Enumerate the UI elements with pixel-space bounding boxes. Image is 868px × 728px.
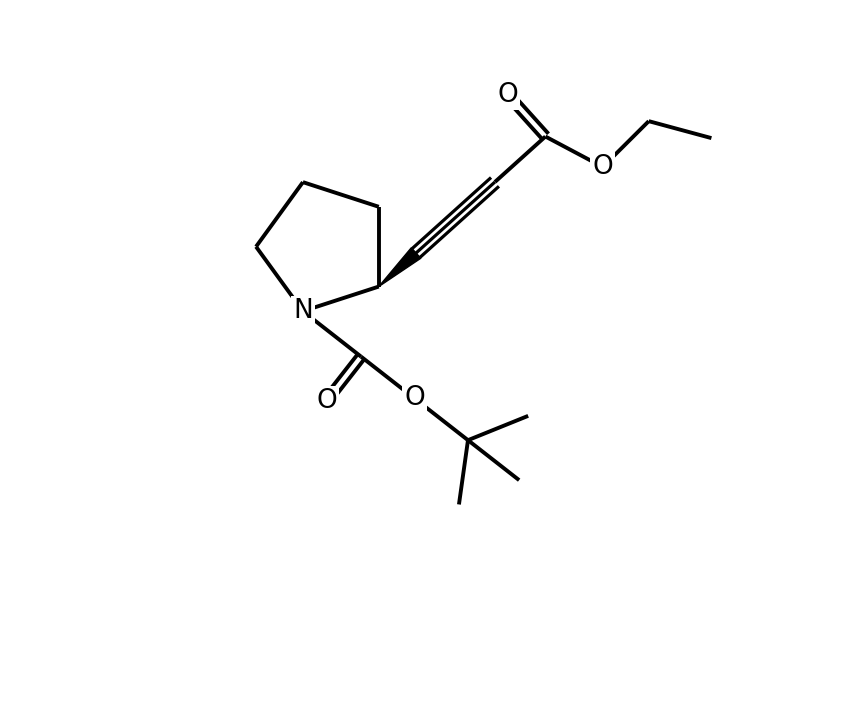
Text: N: N	[293, 298, 312, 324]
Text: O: O	[404, 385, 425, 411]
Polygon shape	[378, 248, 421, 287]
Text: O: O	[592, 154, 613, 180]
Text: O: O	[497, 82, 518, 108]
Text: O: O	[316, 388, 337, 414]
